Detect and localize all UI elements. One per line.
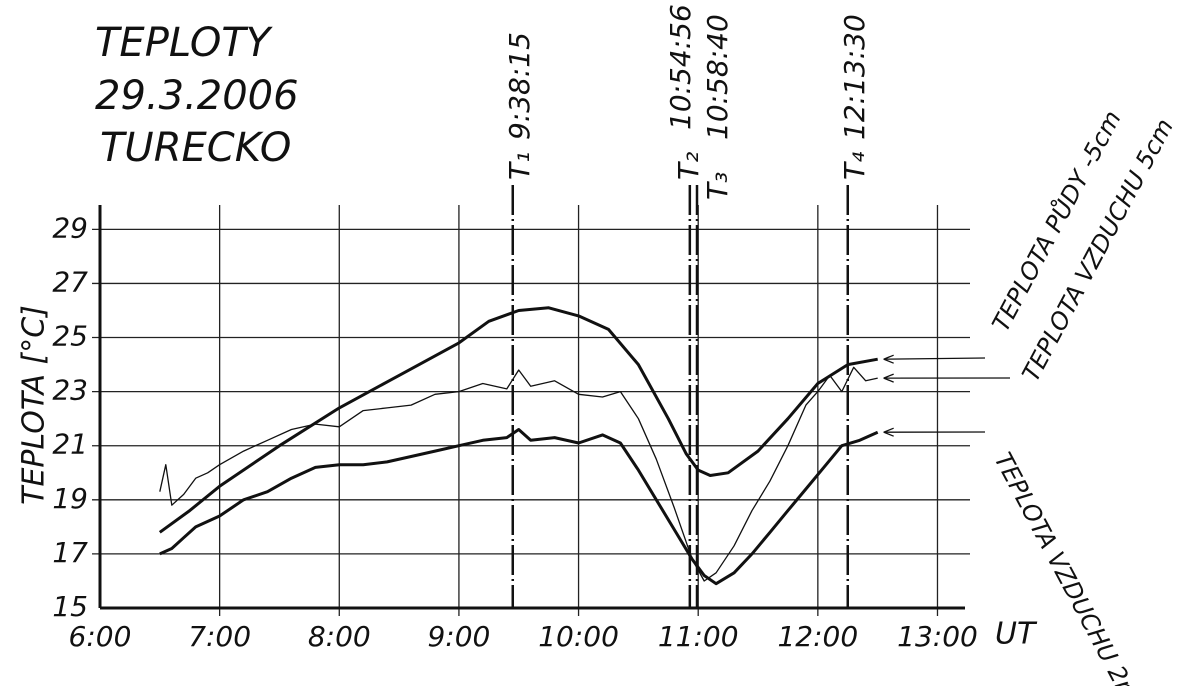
- x-tick-label: 10:00: [538, 620, 619, 653]
- y-tick-label: 27: [52, 265, 88, 298]
- x-tick-label: 6:00: [69, 620, 132, 653]
- y-axis-label: TEPLOTA [°C]: [17, 305, 52, 505]
- legend-arrowhead: [883, 354, 894, 364]
- y-tick-label: 17: [52, 536, 88, 569]
- series-line: [159, 366, 878, 582]
- series-line: [158, 306, 878, 534]
- y-tick-label: 23: [52, 374, 88, 407]
- x-tick-label: 13:00: [897, 620, 978, 653]
- y-tick-label: 29: [52, 211, 88, 244]
- series-line: [159, 428, 879, 586]
- legend-arrow: [883, 357, 986, 360]
- marker-time: 10:58:40: [701, 14, 734, 140]
- chart-date: 29.3.2006: [95, 73, 299, 119]
- x-tick-label: 12:00: [777, 620, 858, 653]
- legend-arrowhead: [883, 373, 894, 383]
- y-tick-label: 25: [52, 320, 88, 353]
- y-tick-label: 19: [52, 482, 88, 515]
- y-tick-label: 21: [52, 428, 88, 461]
- marker-time: 9:38:15: [503, 32, 536, 140]
- legend-arrowhead: [883, 427, 894, 437]
- marker-label: T₃: [701, 172, 734, 200]
- x-axis-label: UT: [995, 617, 1038, 652]
- x-tick-label: 9:00: [427, 620, 490, 653]
- x-tick-label: 8:00: [308, 620, 371, 653]
- x-tick-label: 7:00: [188, 620, 251, 653]
- marker-label: T₄: [838, 152, 871, 180]
- chart-title: TEPLOTY: [95, 20, 274, 66]
- chart-location: TURECKO: [100, 125, 291, 171]
- y-tick-label: 15: [52, 590, 88, 623]
- marker-label: T₁: [503, 152, 536, 180]
- marker-time: 10:54:56: [664, 4, 697, 130]
- x-tick-label: 11:00: [658, 620, 739, 653]
- marker-time: 12:13:30: [838, 14, 871, 140]
- marker-label: T₂: [672, 152, 705, 180]
